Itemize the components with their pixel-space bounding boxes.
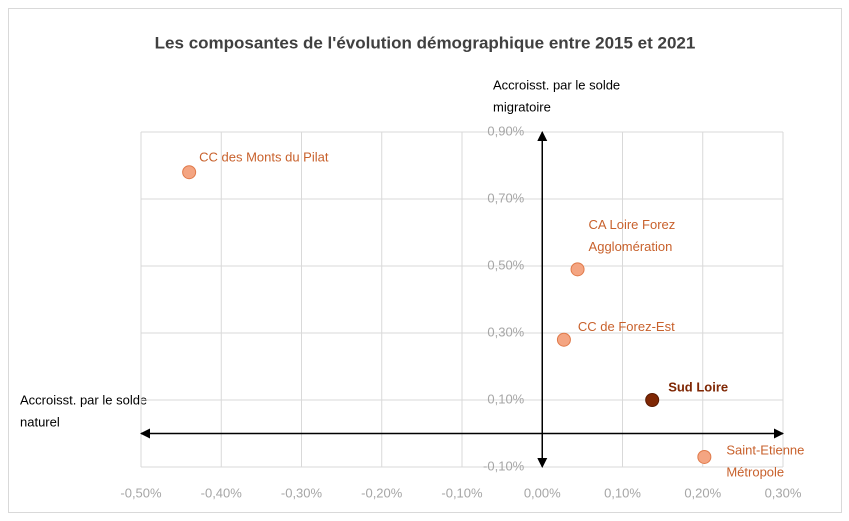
x-axis-title: Accroisst. par le solde	[20, 392, 147, 407]
data-point	[697, 449, 712, 464]
y-axis-title: migratoire	[493, 99, 551, 114]
data-point	[182, 165, 197, 180]
x-tick-label: 0,20%	[684, 485, 721, 500]
x-axis-title: naturel	[20, 414, 60, 429]
y-tick-label: 0,90%	[487, 123, 524, 138]
data-point	[556, 332, 571, 347]
data-point	[570, 262, 585, 277]
x-tick-label: -0,40%	[201, 485, 243, 500]
x-tick-label: 0,10%	[604, 485, 641, 500]
chart-title: Les composantes de l'évolution démograph…	[155, 33, 696, 52]
y-tick-label: -0,10%	[483, 458, 525, 473]
point-label: Métropole	[726, 464, 784, 479]
y-axis-title: Accroisst. par le solde	[493, 77, 620, 92]
point-label: Saint-Etienne	[726, 442, 804, 457]
point-label: Sud Loire	[668, 379, 728, 394]
x-tick-label: -0,20%	[361, 485, 403, 500]
data-point	[645, 393, 660, 407]
x-tick-label: 0,30%	[765, 485, 802, 500]
chart-frame	[8, 8, 842, 513]
y-tick-label: 0,10%	[487, 391, 524, 406]
point-label: CC des Monts du Pilat	[199, 150, 329, 165]
x-tick-label: -0,10%	[441, 485, 483, 500]
y-tick-label: 0,70%	[487, 190, 524, 205]
point-label: CC de Forez-Est	[578, 319, 675, 334]
y-tick-label: 0,50%	[487, 257, 524, 272]
x-tick-label: 0,00%	[524, 485, 561, 500]
x-tick-label: -0,50%	[120, 485, 162, 500]
y-tick-label: 0,30%	[487, 324, 524, 339]
x-tick-label: -0,30%	[281, 485, 323, 500]
point-label: Agglomération	[589, 239, 673, 254]
point-label: CA Loire Forez	[589, 217, 676, 232]
